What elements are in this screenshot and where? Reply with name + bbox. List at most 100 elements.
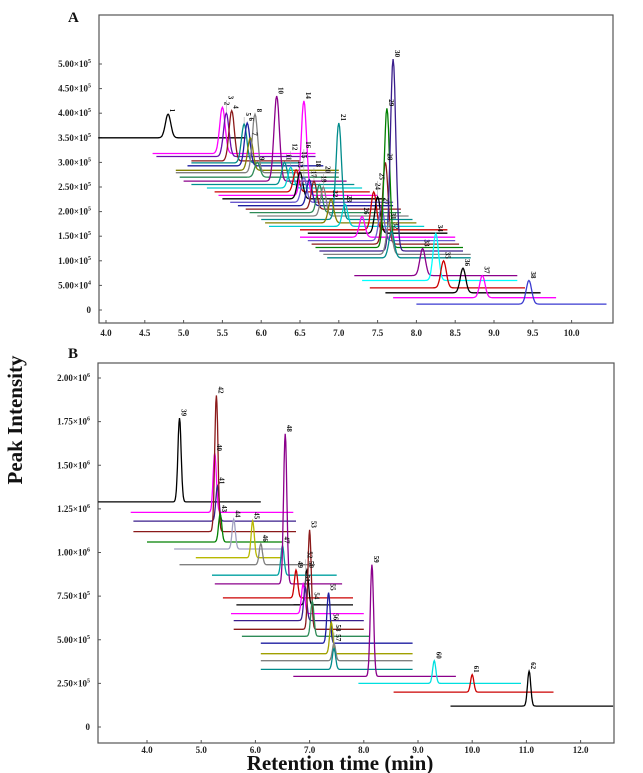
- x-tick-label: 5.0: [178, 328, 190, 338]
- trace-45: [195, 518, 283, 559]
- panel-label: A: [68, 10, 79, 26]
- trace-48: [214, 433, 343, 585]
- peak-label-1: 1: [168, 109, 176, 113]
- x-tick-label: 8.0: [358, 745, 370, 755]
- peak-label-34: 34: [436, 225, 444, 233]
- x-tick-label: 9.0: [488, 328, 500, 338]
- peak-label-28: 28: [385, 153, 393, 161]
- peak-label-11: 11: [284, 154, 292, 161]
- peak-label-9: 9: [257, 157, 265, 161]
- trace-49: [222, 568, 353, 599]
- trace-53: [233, 529, 364, 630]
- peak-label-8: 8: [255, 109, 263, 113]
- y-tick-label: 3.00×105: [58, 157, 91, 167]
- y-tick-label: 0: [86, 722, 91, 732]
- panel-b: B 0 2.50×105 5.00×105 7.50×105 1.00×106 1.25×1…: [57, 346, 615, 755]
- trace-42: [133, 395, 296, 533]
- trace-6: [187, 121, 324, 167]
- peak-label-40: 40: [215, 444, 223, 452]
- y-tick-label: 2.00×106: [57, 373, 90, 383]
- peak-label-26: 26: [362, 208, 370, 216]
- y-tick-label: 1.00×106: [57, 548, 90, 558]
- y-tick-label: 3.50×105: [58, 133, 91, 143]
- x-tick-label: 4.0: [141, 745, 153, 755]
- trace-9: [179, 161, 339, 178]
- peak-label-54: 54: [312, 592, 320, 600]
- y-tick-label: 7.50×105: [57, 591, 90, 601]
- x-tick-label: 4.0: [100, 328, 112, 338]
- peak-label-55: 55: [329, 584, 337, 592]
- trace-54: [241, 599, 370, 637]
- trace-50: [236, 567, 353, 606]
- x-tick-label: 6.0: [256, 328, 268, 338]
- peak-label-43: 43: [220, 505, 228, 513]
- peak-label-30: 30: [393, 50, 401, 58]
- x-axis-label: Retention time (min): [247, 751, 434, 773]
- peak-label-21: 21: [339, 114, 347, 122]
- peak-label-37: 37: [482, 267, 490, 275]
- panel-label: B: [68, 346, 78, 362]
- peak-label-51: 51: [303, 575, 311, 583]
- trace-47: [212, 543, 337, 576]
- x-tick-label: 9.5: [527, 328, 539, 338]
- peak-label-4: 4: [232, 105, 240, 109]
- trace-41: [133, 483, 296, 522]
- x-tick-label: 6.5: [294, 328, 306, 338]
- peak-label-33: 33: [423, 240, 431, 248]
- peak-label-38: 38: [529, 271, 537, 279]
- peak-label-50: 50: [307, 561, 315, 569]
- trace-3: [156, 111, 316, 158]
- trace-25: [307, 195, 448, 234]
- y-tick-label: 4.00×105: [58, 108, 91, 118]
- trace-52: [233, 585, 364, 622]
- peak-label-29: 29: [387, 99, 395, 107]
- x-tick-label: 8.0: [411, 328, 423, 338]
- trace-62: [450, 668, 614, 707]
- peak-label-42: 42: [216, 386, 224, 394]
- peak-label-35: 35: [444, 252, 452, 260]
- trace-51: [231, 581, 364, 615]
- y-tick-label: 0: [87, 305, 92, 315]
- trace-60: [358, 659, 521, 685]
- trace-8: [175, 112, 339, 174]
- peak-label-48: 48: [285, 425, 293, 433]
- peak-label-31: 31: [389, 212, 397, 220]
- trace-2: [152, 105, 316, 155]
- trace-16: [230, 176, 394, 203]
- trace-32: [327, 230, 471, 259]
- y-tick-label: 5.00×104: [58, 280, 91, 290]
- panel-a: A 0 5.00×104 1.00×105 1.50×105 2.00×105 2.50×1…: [58, 10, 614, 338]
- peak-label-17: 17: [309, 171, 317, 179]
- peak-label-22: 22: [331, 190, 339, 198]
- trace-38: [416, 279, 607, 305]
- y-tick-label: 2.50×105: [57, 678, 90, 688]
- trace-14: [218, 100, 378, 197]
- y-tick-label: 5.00×105: [57, 635, 90, 645]
- trace-40: [130, 452, 294, 514]
- peak-label-61: 61: [472, 666, 480, 674]
- trace-57: [260, 641, 413, 662]
- trace-37: [393, 274, 557, 299]
- y-tick-label: 1.50×105: [58, 231, 91, 241]
- trace-36: [385, 267, 541, 294]
- peak-label-23: 23: [345, 195, 353, 203]
- trace-22: [265, 198, 417, 224]
- peak-label-32: 32: [392, 222, 400, 230]
- trace-35: [369, 259, 525, 289]
- trace-58: [260, 647, 413, 671]
- peak-label-16: 16: [304, 141, 312, 149]
- x-tick-label: 7.5: [372, 328, 384, 338]
- x-tick-label: 6.0: [250, 745, 262, 755]
- y-tick-label: 4.50×105: [58, 84, 91, 94]
- y-tick-label: 1.25×106: [57, 504, 90, 514]
- peak-label-41: 41: [217, 477, 225, 485]
- peak-label-45: 45: [253, 512, 261, 520]
- peak-label-6: 6: [247, 118, 255, 122]
- y-tick-label: 2.50×105: [58, 182, 91, 192]
- trace-1: [98, 113, 246, 139]
- x-tick-label: 10.0: [464, 745, 480, 755]
- peak-label-47: 47: [283, 537, 291, 545]
- trace-7: [175, 136, 339, 171]
